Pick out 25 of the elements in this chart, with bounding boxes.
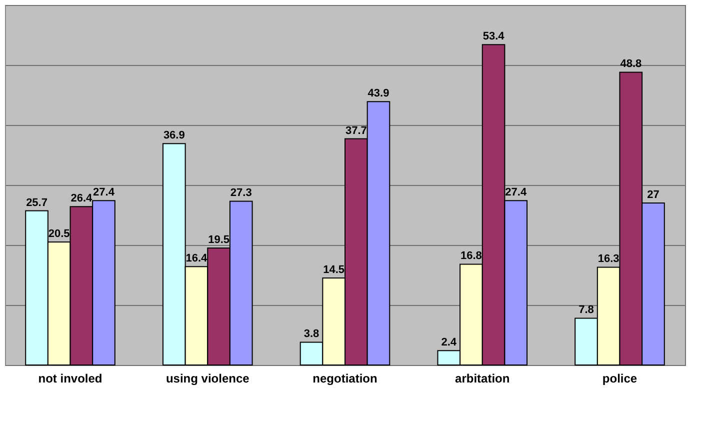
data-label: 3.8 [304,328,320,340]
data-label: 43.9 [368,88,390,100]
data-label: 7.8 [578,304,594,316]
data-label: 36.9 [163,130,185,142]
data-label: 14.5 [323,264,345,276]
data-label: 16.4 [186,252,208,265]
x-tick-label: negotiation [312,372,378,386]
data-label: 20.5 [48,228,70,240]
data-label: 26.4 [70,192,93,205]
x-tick-label: police [602,372,638,386]
data-label: 16.8 [460,250,482,262]
data-label: 27.4 [505,186,528,199]
data-label: 19.5 [208,234,230,246]
data-label: 25.7 [26,196,48,209]
x-tick-label: arbitation [455,372,510,386]
data-label: 27.3 [230,187,252,200]
x-tick-label: using violence [166,372,250,386]
data-label: 16.3 [598,253,620,266]
data-label: 27 [647,189,660,201]
data-label: 53.4 [482,30,506,43]
data-label: 2.4 [441,336,458,349]
data-label: 48.8 [620,58,642,70]
data-label: 37.7 [345,124,367,137]
data-label: 27.4 [93,186,116,199]
x-tick-label: not involed [38,372,102,386]
